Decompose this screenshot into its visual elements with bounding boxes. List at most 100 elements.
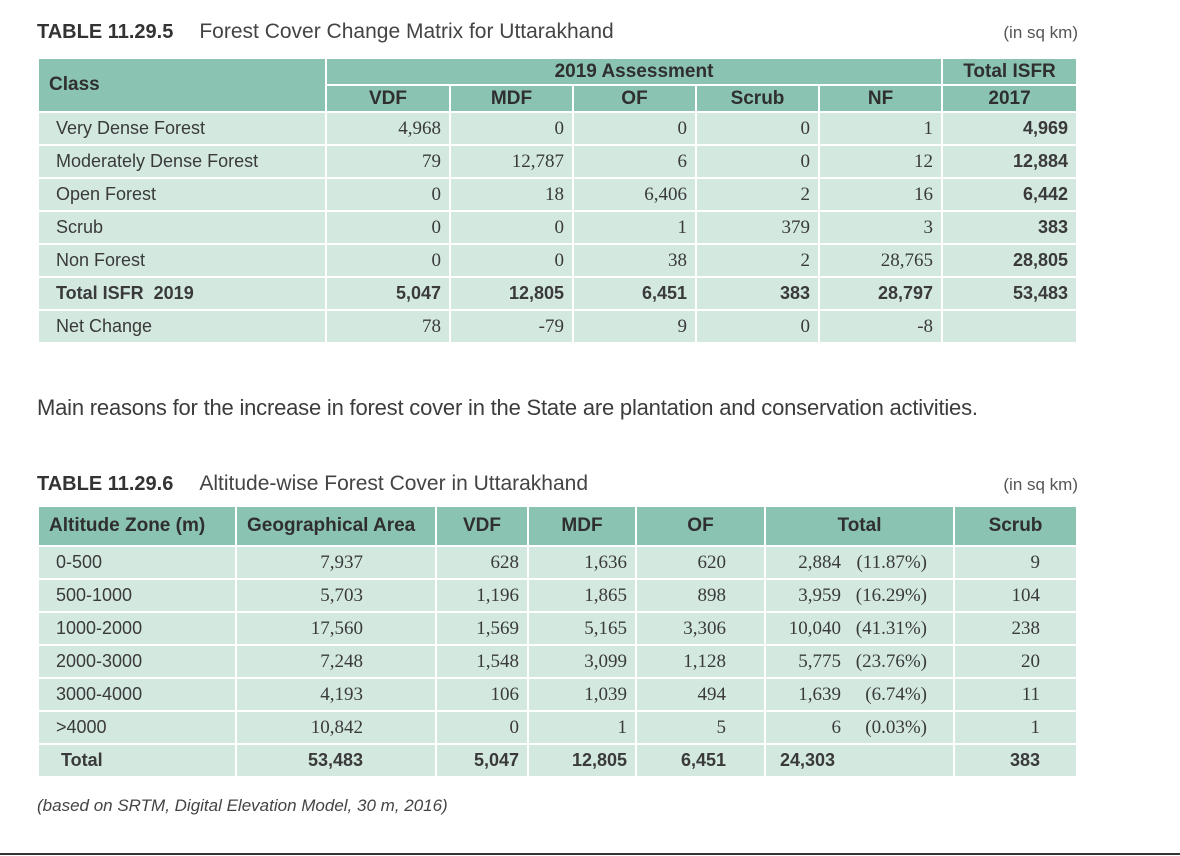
cell-vdf: 0 — [325, 210, 451, 245]
header-mdf: MDF — [449, 84, 574, 113]
cell-total: 24,303 — [764, 743, 955, 778]
cell-nf: 16 — [817, 177, 944, 212]
altitude-wise-forest-cover-table: Altitude Zone (m) Geographical Area VDF … — [37, 505, 1078, 778]
table1-number: TABLE 11.29.5 — [37, 21, 174, 43]
cell-of: 0 — [572, 111, 697, 146]
cell-vdf: 628 — [435, 545, 529, 580]
cell-scrub: 1 — [953, 710, 1078, 745]
cell-area: 10,842 — [235, 710, 437, 745]
header-total: Total — [764, 505, 955, 547]
cell-nf: -8 — [817, 309, 944, 344]
table-row: >4000 10,842 0 1 5 6 (0.03%) 1 — [37, 710, 1078, 745]
header-mdf: MDF — [527, 505, 637, 547]
cell-total: 4,969 — [941, 111, 1079, 146]
header-total-isfr-line2: 2017 — [941, 84, 1079, 113]
cell-nf: 1 — [817, 111, 944, 146]
table2-unit: (in sq km) — [1003, 475, 1078, 494]
header-vdf: VDF — [325, 84, 451, 113]
table2-caption: TABLE 11.29.6 Altitude-wise Forest Cover… — [37, 472, 1078, 496]
cell-total: 383 — [941, 210, 1079, 245]
cell-vdf: 5,047 — [325, 276, 451, 311]
cell-scrub: 383 — [695, 276, 820, 311]
cell-scrub: 9 — [953, 545, 1078, 580]
cell-total: 1,639 (6.74%) — [764, 677, 955, 712]
row-label: Scrub — [37, 210, 327, 245]
cell-of: 5 — [635, 710, 766, 745]
header-total-isfr-line1: Total ISFR — [941, 57, 1079, 86]
total-percent: (41.31%) — [855, 617, 927, 639]
total-value: 3,959 — [798, 584, 841, 606]
total-percent: (11.87%) — [856, 551, 927, 573]
cell-of: 494 — [635, 677, 766, 712]
cell-scrub: 11 — [953, 677, 1078, 712]
cell-of: 3,306 — [635, 611, 766, 646]
cell-zone: 1000-2000 — [37, 611, 237, 646]
table-row: Very Dense Forest 4,968 0 0 0 1 4,969 — [37, 111, 1079, 146]
cell-total: 28,805 — [941, 243, 1079, 278]
table-row-total: Total ISFR 2019 5,047 12,805 6,451 383 2… — [37, 276, 1079, 311]
cell-nf: 28,765 — [817, 243, 944, 278]
cell-scrub: 0 — [695, 111, 820, 146]
total-value: 1,639 — [798, 683, 841, 705]
cell-mdf: 3,099 — [527, 644, 637, 679]
table-row: Open Forest 0 18 6,406 2 16 6,442 — [37, 177, 1079, 212]
cell-of: 38 — [572, 243, 697, 278]
cell-total: 12,884 — [941, 144, 1079, 179]
header-of: OF — [572, 84, 697, 113]
table-row: 1000-2000 17,560 1,569 5,165 3,306 10,04… — [37, 611, 1078, 646]
header-geographical-area: Geographical Area — [235, 505, 437, 547]
cell-mdf: 1,636 — [527, 545, 637, 580]
cell-zone: 500-1000 — [37, 578, 237, 613]
cell-nf: 28,797 — [817, 276, 944, 311]
row-label: Net Change — [37, 309, 327, 344]
row-label: Non Forest — [37, 243, 327, 278]
cell-vdf: 4,968 — [325, 111, 451, 146]
header-scrub: Scrub — [953, 505, 1078, 547]
cell-of: 620 — [635, 545, 766, 580]
table1-title: Forest Cover Change Matrix for Uttarakha… — [199, 20, 614, 43]
cell-zone: >4000 — [37, 710, 237, 745]
cell-of: 6,406 — [572, 177, 697, 212]
cell-vdf: 79 — [325, 144, 451, 179]
cell-total: 5,775 (23.76%) — [764, 644, 955, 679]
cell-of: 6 — [572, 144, 697, 179]
cell-vdf: 5,047 — [435, 743, 529, 778]
cell-mdf: 12,805 — [527, 743, 637, 778]
cell-scrub: 238 — [953, 611, 1078, 646]
cell-area: 53,483 — [235, 743, 437, 778]
total-value: 5,775 — [798, 650, 841, 672]
cell-total: 10,040 (41.31%) — [764, 611, 955, 646]
cell-area: 17,560 — [235, 611, 437, 646]
total-percent: (23.76%) — [855, 650, 927, 672]
table2-footnote: (based on SRTM, Digital Elevation Model,… — [37, 796, 448, 815]
cell-vdf: 1,569 — [435, 611, 529, 646]
header-class: Class — [37, 57, 327, 113]
cell-zone: 3000-4000 — [37, 677, 237, 712]
row-label: Open Forest — [37, 177, 327, 212]
table-row: Non Forest 0 0 38 2 28,765 28,805 — [37, 243, 1079, 278]
header-scrub: Scrub — [695, 84, 820, 113]
table1-caption: TABLE 11.29.5 Forest Cover Change Matrix… — [37, 20, 1078, 44]
table-row-total: Total 53,483 5,047 12,805 6,451 24,303 3… — [37, 743, 1078, 778]
table2-number: TABLE 11.29.6 — [37, 473, 174, 495]
cell-scrub: 383 — [953, 743, 1078, 778]
total-percent: (6.74%) — [865, 683, 927, 705]
cell-total: 53,483 — [941, 276, 1079, 311]
cell-mdf: 1,039 — [527, 677, 637, 712]
cell-area: 7,248 — [235, 644, 437, 679]
cell-vdf: 0 — [325, 177, 451, 212]
cell-vdf: 106 — [435, 677, 529, 712]
cell-mdf: 18 — [449, 177, 574, 212]
cell-area: 4,193 — [235, 677, 437, 712]
cell-vdf: 78 — [325, 309, 451, 344]
header-2019-assessment: 2019 Assessment — [324, 57, 944, 86]
cell-mdf: 1 — [527, 710, 637, 745]
cell-vdf: 0 — [435, 710, 529, 745]
header-vdf: VDF — [435, 505, 529, 547]
cell-scrub: 2 — [695, 243, 820, 278]
cell-vdf: 0 — [325, 243, 451, 278]
header-altitude-zone: Altitude Zone (m) — [37, 505, 237, 547]
cell-total: 2,884 (11.87%) — [764, 545, 955, 580]
cell-scrub: 0 — [695, 144, 820, 179]
cell-mdf: -79 — [449, 309, 574, 344]
